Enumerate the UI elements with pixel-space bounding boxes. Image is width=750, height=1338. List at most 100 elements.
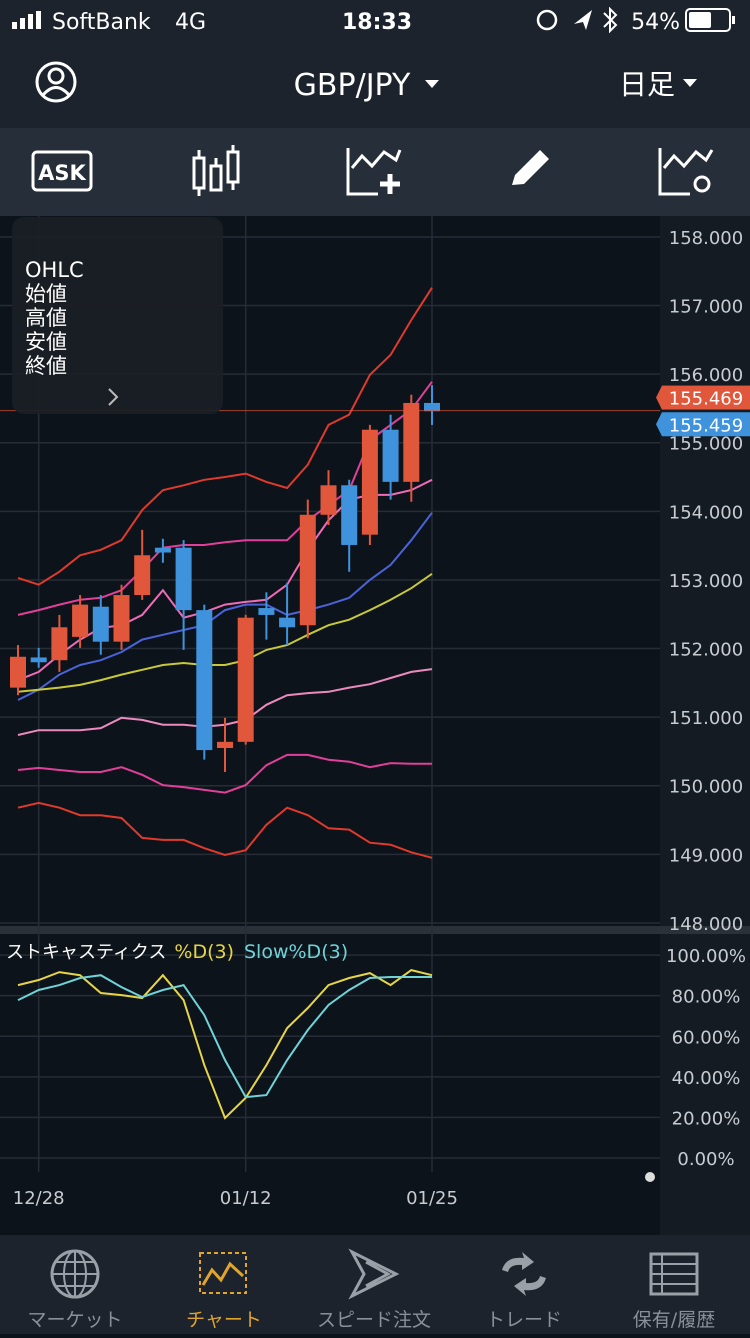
candle-body [217,741,233,749]
candle-body [424,402,440,412]
toolbar-bg [0,128,750,216]
chart-tab-icon [199,1252,247,1294]
y-tick-label: 153.000 [669,571,743,592]
candle-body [134,555,151,596]
y-tick-label: 80.00% [672,987,741,1008]
pencil-icon [512,150,549,185]
line-icon [350,149,402,169]
y-tick-label: 151.000 [669,708,743,729]
ohlc-row: 終値 [25,354,67,378]
tab-label[interactable]: トレード [486,1309,562,1331]
x-tick-label: 01/12 [220,1188,272,1209]
ask-frame [31,150,93,192]
battery-fill [689,12,711,28]
draw-button[interactable] [512,150,549,185]
tab-speed-order[interactable]: スピード注文 [317,1248,431,1331]
ask-label[interactable]: ASK [38,161,86,185]
candle-body [51,627,68,661]
overlay-line [17,572,433,693]
chart-type-button[interactable] [192,145,240,196]
axes-icon [346,148,378,196]
ohlc-panel-bg [12,217,223,414]
overlay-line [17,512,433,701]
account-head [47,67,65,85]
dropdown-caret [683,79,697,87]
ohlc-row: 始値 [25,282,67,306]
y-tick-label: 20.00% [672,1108,741,1129]
gear-icon [693,175,711,193]
x-tick-label: 01/25 [406,1188,458,1209]
add-indicator-button[interactable] [346,148,402,196]
ohlc-row: 高値 [25,306,67,330]
timeframe[interactable]: 日足 [619,68,675,101]
candle-body [361,429,378,535]
candle-body [258,608,275,615]
candle-body [30,657,47,663]
globe-lines [52,1251,98,1297]
tab-label[interactable]: チャート [186,1309,262,1331]
line-icon [662,149,714,169]
status-bar: SoftBank 4G 18:33 54% [12,6,735,35]
signal-bar [36,11,41,29]
price-tag-arrow [656,385,662,410]
tab-label[interactable]: マーケット [27,1309,122,1331]
overlay-line [17,287,433,586]
candle-body [320,485,337,515]
ohlc-panel[interactable]: OHLC 始値 高値 安値 終値 [12,217,223,414]
candle-body [279,617,296,628]
tab-positions[interactable]: 保有/履歴 [633,1252,715,1331]
y-tick-label: 154.000 [669,502,743,523]
y-tick-label: 148.000 [669,914,743,935]
carrier: SoftBank [52,10,151,35]
indicator-line [17,974,432,1099]
timeframe-selector[interactable]: 日足 [619,68,697,101]
y-tick-label: 40.00% [672,1068,741,1089]
indicator-settings-button[interactable] [658,148,714,196]
tab-label[interactable]: スピード注文 [317,1309,431,1331]
location-icon [574,10,592,30]
candle-body [382,429,399,482]
price-tag-arrow [656,412,662,437]
lock-icon [536,9,558,31]
account-icon[interactable] [35,61,77,103]
y-tick-label: 152.000 [669,640,743,661]
candle-body [237,617,254,742]
price-tag [662,385,750,410]
tab-label[interactable]: 保有/履歴 [633,1309,715,1331]
network: 4G [175,10,206,35]
ohlc-row: 安値 [25,330,67,354]
indicator-line [17,969,433,1120]
y-tick-label: 157.000 [669,297,743,318]
battery-level: 54% [631,10,680,35]
panel-separator [0,926,750,934]
header-bg [0,0,750,128]
symbol-selector[interactable]: GBP/JPY [294,68,439,103]
candle-body [72,604,89,637]
ohlc-expand[interactable] [108,388,119,406]
candle-wicks [197,145,235,196]
y-tick-label: 60.00% [672,1027,741,1048]
tab-market[interactable]: マーケット [27,1249,123,1331]
tab-chart[interactable]: チャート [186,1252,262,1331]
candle-body [154,547,171,553]
candle-body [10,656,26,688]
bluetooth-icon [603,6,618,34]
y-tick-label: 0.00% [677,1149,734,1170]
price-tag-label: 155.459 [669,415,743,436]
list-lines [651,1254,697,1294]
ask-button[interactable]: ASK [31,150,93,192]
charts: 12/28 01/12 01/25 158.000 157.000 156.000 155.… [0,216,750,1209]
ohlc-title: OHLC [25,258,84,282]
trade-icon [502,1252,546,1296]
legend-entry: Slow%D(3) [244,941,348,963]
battery-tip [732,16,735,24]
axes-icon [658,148,690,196]
tab-trade[interactable]: トレード [486,1252,562,1331]
y-tick-label: 150.000 [669,777,743,798]
symbol[interactable]: GBP/JPY [294,68,411,103]
candle-body [299,514,316,626]
chart-tab-line [201,1261,245,1286]
scroll-dot [645,1172,655,1182]
account-button[interactable] [35,61,77,103]
